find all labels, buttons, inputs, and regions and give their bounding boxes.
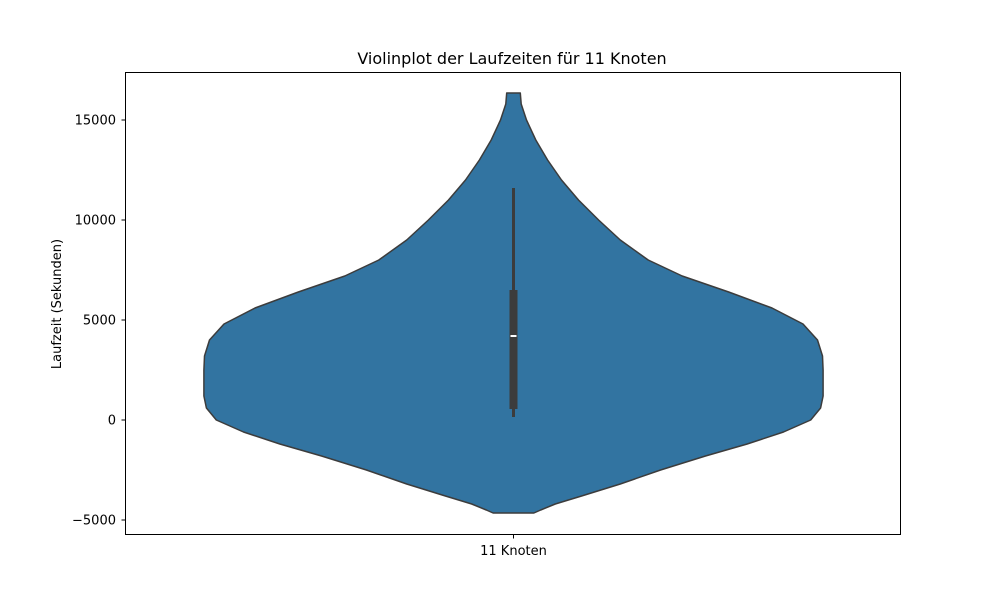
- y-tick-label: −5000: [72, 514, 116, 529]
- y-axis-label: Laufzeit (Sekunden): [50, 239, 65, 369]
- y-tick-label: 0: [108, 414, 116, 429]
- x-axis: 11 Knoten: [480, 534, 547, 559]
- y-axis: −5000 0 5000 10000 15000: [72, 114, 126, 529]
- y-tick-label: 5000: [83, 314, 116, 329]
- y-tick-label: 15000: [75, 114, 116, 129]
- chart-title: Violinplot der Laufzeiten für 11 Knoten: [357, 49, 666, 68]
- x-tick-label: 11 Knoten: [480, 544, 547, 559]
- y-tick-label: 10000: [75, 214, 116, 229]
- box-iqr: [509, 290, 518, 409]
- plot-area: [203, 92, 824, 514]
